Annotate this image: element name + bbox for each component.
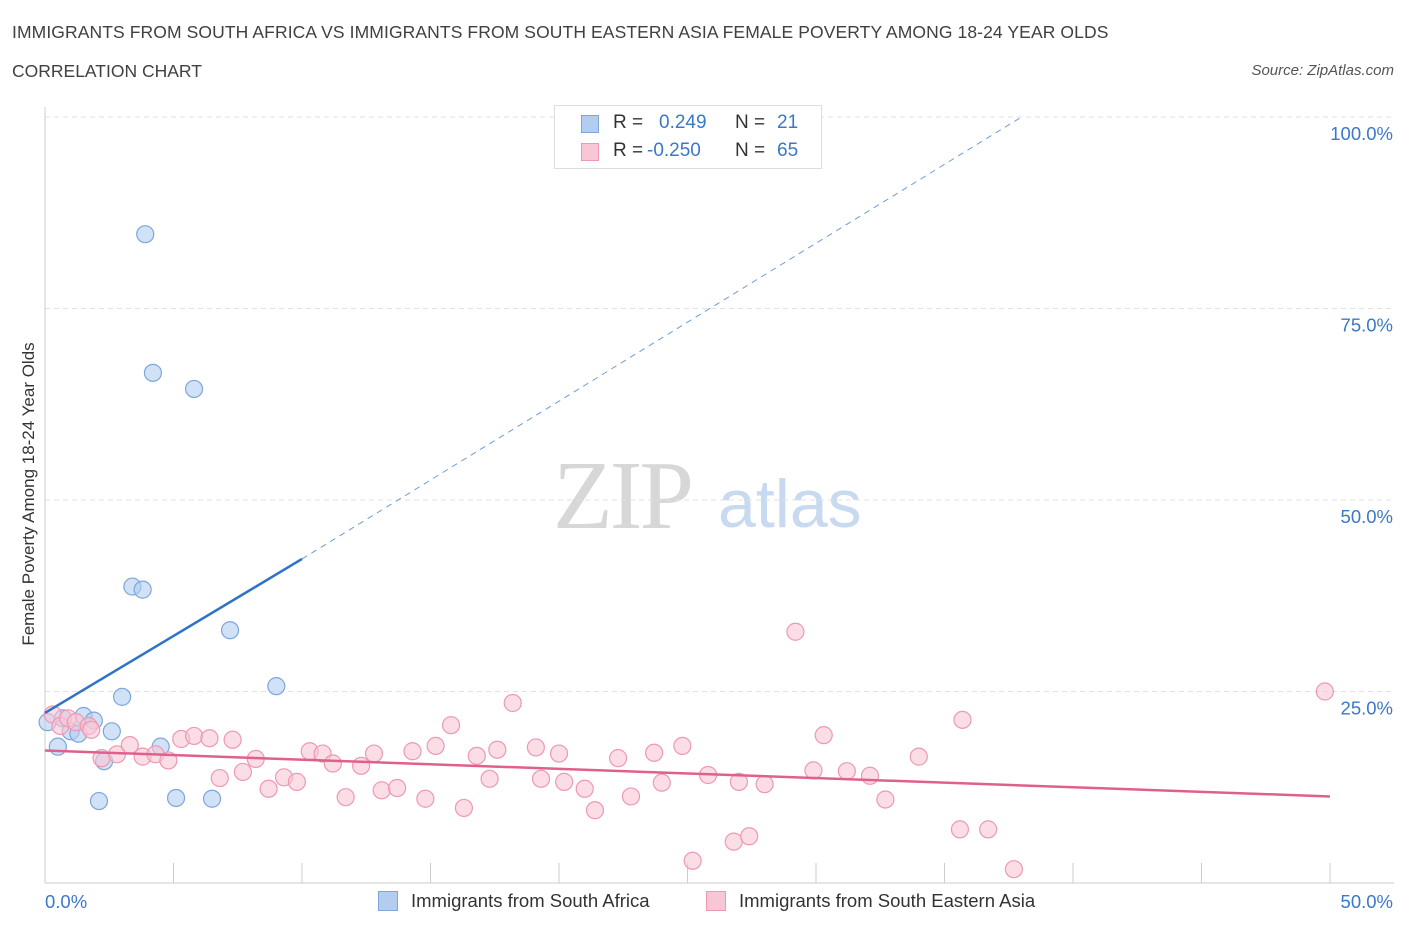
pink-data-point (480, 769, 499, 788)
blue-data-point (166, 788, 186, 808)
blue-data-point (220, 621, 240, 640)
legend-r-label: R = (613, 140, 644, 161)
watermark-zip: ZIP (553, 442, 694, 550)
legend-n-value: 65 (777, 140, 799, 161)
legend-swatch-pink (581, 143, 599, 161)
pink-data-point (740, 827, 759, 846)
pink-data-point (210, 768, 229, 788)
pink-data-point (786, 622, 805, 641)
pink-data-point (259, 779, 278, 798)
chart-title: IMMIGRANTS FROM SOUTH AFRICA VS IMMIGRAN… (12, 22, 1109, 42)
series-label: Immigrants from South Africa (411, 890, 650, 911)
blue-data-point (112, 687, 132, 706)
pink-data-point (1315, 682, 1334, 701)
pink-data-point (814, 726, 833, 745)
pink-data-point (467, 746, 486, 765)
correlation-legend: R = 0.249 N = 21 R = -0.250 N = 65 (554, 105, 822, 169)
pink-data-point (387, 778, 407, 798)
blue-data-point (143, 363, 163, 382)
pink-data-point (755, 775, 774, 794)
y-tick-label: 100.0% (1330, 123, 1393, 144)
series-label: Immigrants from South Eastern Asia (739, 890, 1036, 911)
pink-data-point (804, 761, 823, 780)
legend-n-label: N = (735, 140, 766, 161)
pink-data-point (909, 747, 928, 766)
pink-data-point (979, 820, 998, 839)
blue-data-point (48, 737, 67, 756)
pink-data-point (609, 749, 628, 768)
blue-trend-line (44, 557, 303, 715)
chart-subtitle: CORRELATION CHART (12, 61, 202, 81)
pink-data-point (426, 736, 445, 755)
pink-data-point (950, 820, 970, 839)
blue-data-point (202, 789, 222, 808)
legend-n-value: 21 (777, 112, 799, 133)
pink-data-point (555, 772, 574, 791)
pink-data-point (352, 756, 371, 775)
pink-data-point (416, 789, 435, 808)
blue-data-point (102, 722, 121, 741)
pink-data-point (526, 738, 545, 757)
pink-data-point (652, 773, 671, 792)
pink-data-point (372, 781, 391, 800)
pink-data-point (673, 736, 692, 755)
series-swatch-pink (706, 891, 726, 911)
pink-data-point (323, 754, 342, 773)
blue-data-point (136, 225, 155, 244)
pink-data-point (488, 740, 507, 759)
series-swatch-blue (378, 891, 398, 911)
pink-data-point (683, 851, 702, 870)
pink-data-point (441, 716, 461, 735)
x-tick-label: 0.0% (45, 891, 87, 912)
legend-r-value: 0.249 (659, 112, 707, 133)
legend-n-label: N = (735, 112, 766, 133)
legend-swatch-blue (581, 115, 599, 133)
y-tick-label: 25.0% (1341, 698, 1393, 719)
pink-data-point (549, 744, 569, 763)
pink-data-point (585, 801, 605, 820)
pink-data-point (223, 730, 242, 749)
pink-data-point (364, 744, 384, 763)
pink-data-point (860, 766, 880, 785)
pink-data-point (729, 772, 749, 791)
pink-data-point (724, 832, 743, 851)
pink-trend-line (44, 749, 1331, 798)
source-credit: Source: ZipAtlas.com (1251, 62, 1394, 79)
pink-data-point (233, 762, 252, 782)
pink-data-point (953, 710, 972, 729)
pink-data-point (184, 726, 204, 746)
pink-data-point (531, 769, 551, 788)
y-tick-label: 75.0% (1341, 315, 1393, 336)
y-axis-label: Female Poverty Among 18-24 Year Olds (19, 342, 38, 646)
pink-data-point (876, 790, 895, 809)
pink-data-point (82, 720, 101, 739)
pink-data-point (644, 743, 664, 762)
pink-data-point (336, 788, 355, 807)
legend-r-value: -0.250 (647, 140, 701, 161)
blue-data-point (133, 580, 152, 599)
pink-data-point (575, 779, 594, 798)
pink-data-point (403, 742, 422, 761)
pink-data-point (837, 762, 856, 781)
pink-data-point (454, 798, 474, 818)
pink-data-point (503, 693, 522, 713)
blue-trend-extension (301, 116, 1022, 560)
x-tick-label: 50.0% (1341, 891, 1393, 912)
blue-data-point (267, 677, 286, 696)
pink-data-point (287, 772, 306, 791)
pink-data-point (1004, 860, 1023, 879)
blue-data-point (184, 379, 204, 399)
blue-data-point (89, 791, 109, 811)
legend-r-label: R = (613, 112, 644, 133)
pink-data-point (200, 729, 219, 748)
pink-data-point (621, 787, 641, 806)
watermark-atlas: atlas (718, 466, 862, 542)
y-tick-label: 50.0% (1341, 506, 1393, 527)
